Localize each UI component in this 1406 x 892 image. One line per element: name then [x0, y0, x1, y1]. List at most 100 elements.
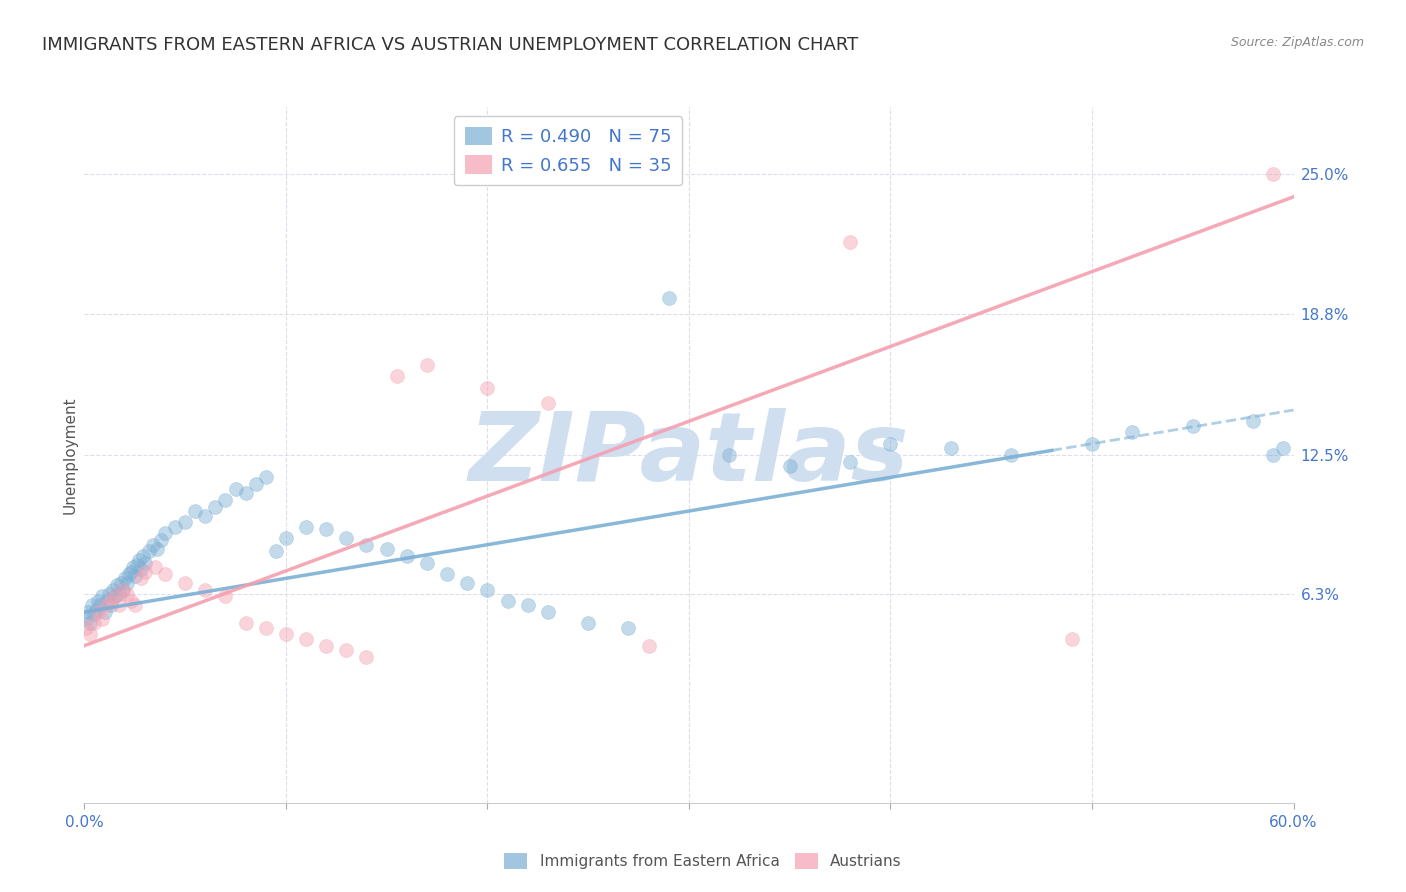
Point	[104, 590, 127, 604]
Point	[142, 538, 165, 552]
Point	[121, 560, 143, 574]
Point	[335, 531, 357, 545]
Point	[115, 575, 138, 590]
Point	[939, 441, 962, 455]
Legend: Immigrants from Eastern Africa, Austrians: Immigrants from Eastern Africa, Austrian…	[498, 847, 908, 875]
Point	[235, 616, 257, 631]
Point	[718, 448, 741, 462]
Point	[839, 235, 862, 249]
Point	[416, 358, 439, 372]
Point	[839, 455, 862, 469]
Point	[456, 575, 478, 590]
Point	[245, 477, 267, 491]
Point	[129, 571, 152, 585]
Point	[101, 582, 124, 597]
Point	[356, 538, 378, 552]
Point	[114, 571, 136, 585]
Point	[416, 556, 439, 570]
Point	[576, 616, 599, 631]
Point	[134, 556, 156, 570]
Point	[1060, 632, 1083, 646]
Point	[254, 470, 277, 484]
Point	[100, 594, 122, 608]
Point	[204, 500, 226, 514]
Point	[120, 565, 142, 579]
Point	[91, 590, 114, 604]
Text: IMMIGRANTS FROM EASTERN AFRICA VS AUSTRIAN UNEMPLOYMENT CORRELATION CHART: IMMIGRANTS FROM EASTERN AFRICA VS AUSTRI…	[42, 36, 859, 54]
Point	[1000, 448, 1022, 462]
Point	[658, 291, 681, 305]
Point	[110, 575, 132, 590]
Point	[1241, 414, 1264, 428]
Point	[124, 599, 146, 613]
Point	[264, 544, 287, 558]
Point	[75, 612, 97, 626]
Y-axis label: Unemployment: Unemployment	[62, 396, 77, 514]
Point	[174, 515, 197, 529]
Point	[477, 582, 499, 597]
Point	[146, 542, 169, 557]
Point	[93, 605, 115, 619]
Point	[107, 599, 129, 613]
Point	[375, 542, 398, 557]
Point	[385, 369, 408, 384]
Point	[86, 603, 108, 617]
Point	[295, 632, 318, 646]
Point	[1081, 436, 1104, 450]
Point	[165, 520, 187, 534]
Point	[143, 560, 166, 574]
Point	[496, 594, 519, 608]
Point	[174, 575, 197, 590]
Point	[87, 605, 110, 619]
Text: ZIPatlas: ZIPatlas	[468, 409, 910, 501]
Point	[87, 594, 110, 608]
Point	[129, 562, 152, 576]
Point	[153, 566, 176, 581]
Point	[83, 607, 105, 622]
Point	[1121, 425, 1143, 440]
Point	[82, 599, 104, 613]
Point	[120, 594, 142, 608]
Point	[477, 381, 499, 395]
Point	[97, 587, 120, 601]
Point	[537, 605, 560, 619]
Point	[214, 590, 236, 604]
Point	[879, 436, 901, 450]
Point	[537, 396, 560, 410]
Point	[111, 582, 134, 597]
Point	[91, 612, 114, 626]
Point	[134, 565, 156, 579]
Point	[115, 587, 138, 601]
Point	[83, 616, 105, 631]
Point	[617, 621, 640, 635]
Point	[125, 558, 148, 572]
Point	[184, 504, 207, 518]
Point	[96, 594, 118, 608]
Point	[315, 639, 337, 653]
Point	[516, 599, 538, 613]
Point	[105, 578, 128, 592]
Point	[1263, 167, 1285, 181]
Point	[118, 566, 141, 581]
Point	[111, 582, 134, 597]
Point	[214, 492, 236, 507]
Point	[128, 553, 150, 567]
Point	[225, 482, 247, 496]
Point	[100, 599, 122, 613]
Point	[356, 649, 378, 664]
Point	[149, 533, 172, 548]
Point	[395, 549, 418, 563]
Point	[75, 621, 97, 635]
Point	[637, 639, 659, 653]
Point	[194, 508, 217, 523]
Point	[124, 569, 146, 583]
Point	[107, 587, 129, 601]
Point	[315, 522, 337, 536]
Point	[77, 605, 100, 619]
Point	[1272, 441, 1295, 455]
Point	[79, 616, 101, 631]
Point	[104, 590, 127, 604]
Point	[779, 459, 801, 474]
Point	[153, 526, 176, 541]
Point	[89, 599, 111, 613]
